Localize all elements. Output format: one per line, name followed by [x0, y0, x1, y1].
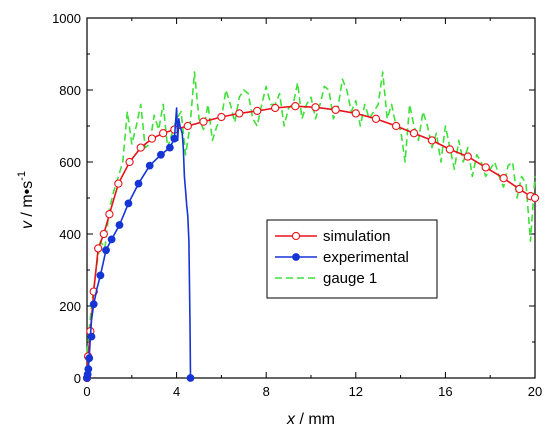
y-tick-label: 1000 [52, 11, 81, 26]
x-tick-label: 4 [173, 384, 180, 399]
data-point-simulation [147, 134, 157, 143]
x-axis-variable: x [286, 411, 296, 428]
data-point-simulation [515, 184, 524, 194]
y-tick-label: 800 [59, 83, 81, 98]
y-tick-label: 200 [59, 299, 81, 314]
legend: simulation experimental gauge 1 [266, 219, 438, 299]
series-layer [82, 71, 540, 383]
data-point-experimental [170, 134, 179, 143]
y-tick-label: 400 [59, 227, 81, 242]
data-point-simulation [391, 121, 401, 131]
legend-marker-simulation [291, 231, 301, 241]
data-point-simulation [351, 109, 360, 118]
data-point-experimental [87, 332, 96, 341]
y-axis-unit-superscript: -1 [16, 171, 28, 181]
legend-label-experimental: experimental [323, 249, 409, 266]
data-point-experimental [186, 374, 195, 382]
data-point-simulation [271, 103, 280, 113]
data-point-simulation [114, 179, 123, 188]
x-tick-label: 12 [349, 384, 363, 399]
y-axis-variable: v [19, 220, 36, 229]
data-point-simulation [105, 210, 114, 219]
data-point-simulation [125, 157, 134, 167]
data-point-experimental [107, 235, 116, 244]
y-axis-unit: / m•s [19, 181, 36, 221]
data-point-simulation [217, 112, 226, 122]
x-tick-label: 0 [83, 384, 90, 399]
data-point-simulation [463, 152, 472, 161]
data-point-experimental [115, 221, 124, 229]
data-point-simulation [99, 229, 108, 239]
x-axis-unit: / mm [295, 411, 335, 428]
data-point-simulation [183, 121, 192, 131]
data-point-simulation [235, 109, 244, 118]
data-point-simulation [530, 193, 540, 203]
data-point-simulation [253, 106, 262, 116]
data-point-experimental [102, 246, 110, 255]
data-point-experimental [134, 179, 143, 188]
legend-marker-experimental [292, 253, 300, 261]
data-point-simulation [481, 163, 490, 172]
x-tick-label: 16 [438, 384, 452, 399]
data-point-simulation [409, 129, 419, 138]
legend-label-gauge-1: gauge 1 [323, 270, 377, 287]
data-point-simulation [199, 117, 208, 126]
data-point-experimental [124, 199, 133, 208]
data-point-simulation [427, 136, 437, 145]
y-axis-title: v / m•s-1 [16, 171, 36, 229]
data-point-simulation [499, 174, 508, 183]
series-line-experimental [86, 107, 192, 379]
data-point-simulation [331, 105, 340, 114]
x-tick-label: 20 [528, 384, 542, 399]
x-tick-label: 8 [263, 384, 270, 399]
legend-label-simulation: simulation [323, 228, 391, 245]
data-point-experimental [85, 354, 94, 363]
y-tick-label: 0 [74, 371, 81, 386]
data-point-experimental [157, 150, 165, 159]
data-point-experimental [165, 143, 174, 152]
data-point-simulation [291, 102, 300, 111]
plot-frame [86, 17, 536, 379]
data-point-simulation [159, 129, 168, 138]
data-point-simulation [136, 143, 145, 152]
y-tick-label: 600 [59, 155, 81, 170]
data-point-simulation [311, 103, 320, 112]
data-point-experimental [145, 161, 154, 170]
data-point-simulation [371, 114, 381, 123]
series-line-gauge-1 [86, 71, 536, 353]
data-point-simulation [94, 244, 103, 253]
data-point-experimental [89, 300, 98, 309]
x-axis-title: x / mm [286, 411, 335, 428]
series-line-simulation [86, 105, 536, 379]
data-point-experimental [96, 271, 105, 280]
data-point-simulation [445, 145, 455, 154]
data-point-experimental [84, 365, 93, 373]
